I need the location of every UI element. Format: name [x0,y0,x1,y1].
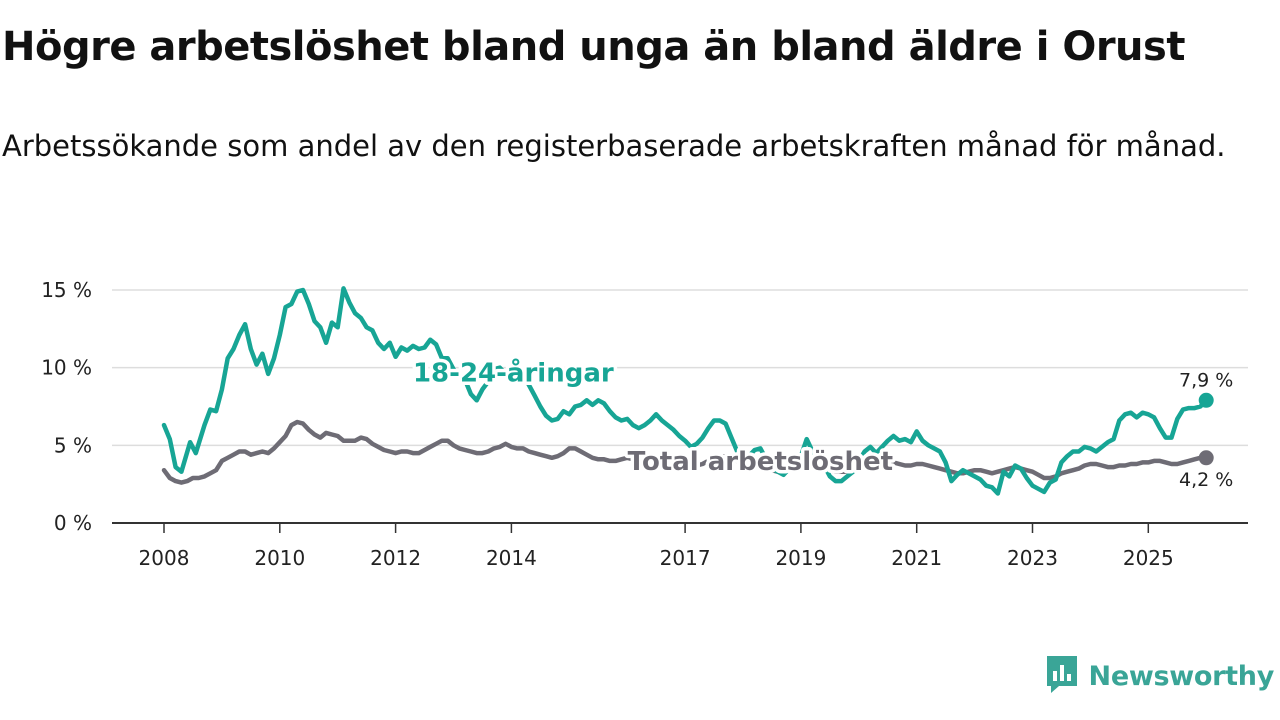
bar-chart-speech-icon [1045,654,1079,698]
chart-subtitle: Arbetssökande som andel av den registerb… [2,129,1226,163]
y-tick-label: 15 % [41,278,92,302]
x-tick-label: 2025 [1123,546,1174,570]
series-line-total [161,419,1209,485]
chart-title: Högre arbetslöshet bland unga än bland ä… [2,24,1185,70]
x-tick-label: 2019 [775,546,826,570]
x-axis: 2008 2010 2012 2014 2017 2019 2021 2023 2025 [112,522,1248,570]
x-tick-label: 2010 [254,546,305,570]
x-tick-label: 2014 [486,546,537,570]
y-tick-label: 5 % [54,433,92,457]
newsworthy-logo: Newsworthy [1045,654,1274,698]
series-line-youth [161,286,1209,496]
end-point-youth [1198,392,1214,408]
x-tick-label: 2023 [1007,546,1058,570]
x-tick-label: 2008 [139,546,190,570]
end-label-total: 4,2 % [1179,469,1233,491]
end-point-total [1198,450,1214,466]
x-tick-label: 2012 [370,546,421,570]
brand-name: Newsworthy [1088,660,1275,692]
y-axis: 0 % 5 % 10 % 15 % [41,278,92,535]
x-tick-label: 2017 [660,546,711,570]
y-tick-label: 10 % [41,356,92,380]
y-tick-label: 0 % [54,511,92,535]
series-labels: 7,9 % 4,2 % 18-24-åringar Total arbetslöshe… [409,353,1233,491]
x-tick-label: 2021 [891,546,942,570]
series-lines [161,286,1214,496]
end-label-youth: 7,9 % [1179,369,1233,391]
series-label-total: Total arbetslöshet [628,447,893,477]
series-label-youth: 18-24-åringar [413,357,614,389]
